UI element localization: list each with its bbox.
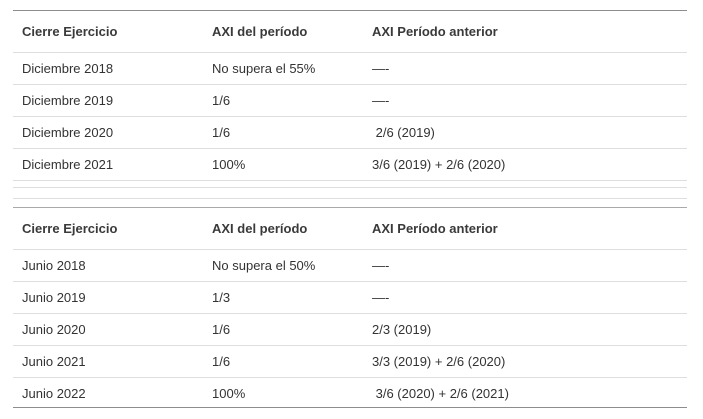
separator-line — [13, 187, 687, 188]
cell-axi-anterior: 3/3 (2019) + 2/6 (2020) — [372, 354, 506, 369]
table-row: Diciembre 2021 100% 3/6 (2019) + 2/6 (20… — [13, 149, 687, 181]
cell-axi: 1/6 — [212, 93, 231, 108]
cell-cierre: Diciembre 2019 — [22, 93, 114, 108]
cell-axi: 1/6 — [212, 125, 231, 140]
table-row: Diciembre 2020 1/6 2/6 (2019) — [13, 117, 687, 149]
table-row: Diciembre 2018 No supera el 55% —- — [13, 53, 687, 85]
cell-cierre: Junio 2018 — [22, 258, 86, 273]
cell-axi: 100% — [212, 386, 246, 401]
table-row: Junio 2022 100% 3/6 (2020) + 2/6 (2021) — [13, 378, 687, 409]
cell-axi-anterior: —- — [372, 61, 390, 76]
cell-axi-anterior: 2/3 (2019) — [372, 322, 432, 337]
table2-top-border — [13, 207, 687, 208]
header-axi-periodo-anterior: AXI Período anterior — [372, 221, 498, 236]
cell-axi-anterior: 3/6 (2019) + 2/6 (2020) — [372, 157, 506, 172]
cell-axi: No supera el 50% — [212, 258, 316, 273]
table-row: Junio 2018 No supera el 50% —- — [13, 250, 687, 282]
table-row: Diciembre 2019 1/6 —- — [13, 85, 687, 117]
header-cierre-ejercicio: Cierre Ejercicio — [22, 221, 118, 236]
cell-axi-anterior: —- — [372, 258, 390, 273]
cell-axi-anterior: 2/6 (2019) — [372, 125, 435, 140]
table-row: Junio 2021 1/6 3/3 (2019) + 2/6 (2020) — [13, 346, 687, 378]
table-row: Junio 2019 1/3 —- — [13, 282, 687, 314]
table-row: Junio 2020 1/6 2/3 (2019) — [13, 314, 687, 346]
separator-line — [13, 198, 687, 199]
cell-cierre: Diciembre 2021 — [22, 157, 114, 172]
cell-cierre: Junio 2021 — [22, 354, 86, 369]
table-june: Cierre Ejercicio AXI del período AXI Per… — [13, 208, 687, 409]
cell-cierre: Junio 2020 — [22, 322, 86, 337]
cell-axi-anterior: 3/6 (2020) + 2/6 (2021) — [372, 386, 509, 401]
header-axi-periodo-anterior: AXI Período anterior — [372, 24, 498, 39]
cell-axi: 1/3 — [212, 290, 231, 305]
cell-cierre: Diciembre 2020 — [22, 125, 114, 140]
cell-axi-anterior: —- — [372, 93, 390, 108]
cell-axi: 100% — [212, 157, 246, 172]
table-header: Cierre Ejercicio AXI del período AXI Per… — [13, 11, 687, 53]
header-axi-periodo: AXI del período — [212, 24, 308, 39]
cell-cierre: Junio 2022 — [22, 386, 86, 401]
table1-top-border — [13, 10, 687, 11]
header-axi-periodo: AXI del período — [212, 221, 308, 236]
header-cierre-ejercicio: Cierre Ejercicio — [22, 24, 118, 39]
cell-cierre: Junio 2019 — [22, 290, 86, 305]
table-december: Cierre Ejercicio AXI del período AXI Per… — [13, 11, 687, 181]
cell-axi: 1/6 — [212, 354, 231, 369]
cell-axi-anterior: —- — [372, 290, 390, 305]
cell-axi: 1/6 — [212, 322, 231, 337]
cell-axi: No supera el 55% — [212, 61, 316, 76]
table2-bottom-border — [13, 407, 687, 408]
cell-cierre: Diciembre 2018 — [22, 61, 114, 76]
table-header: Cierre Ejercicio AXI del período AXI Per… — [13, 208, 687, 250]
